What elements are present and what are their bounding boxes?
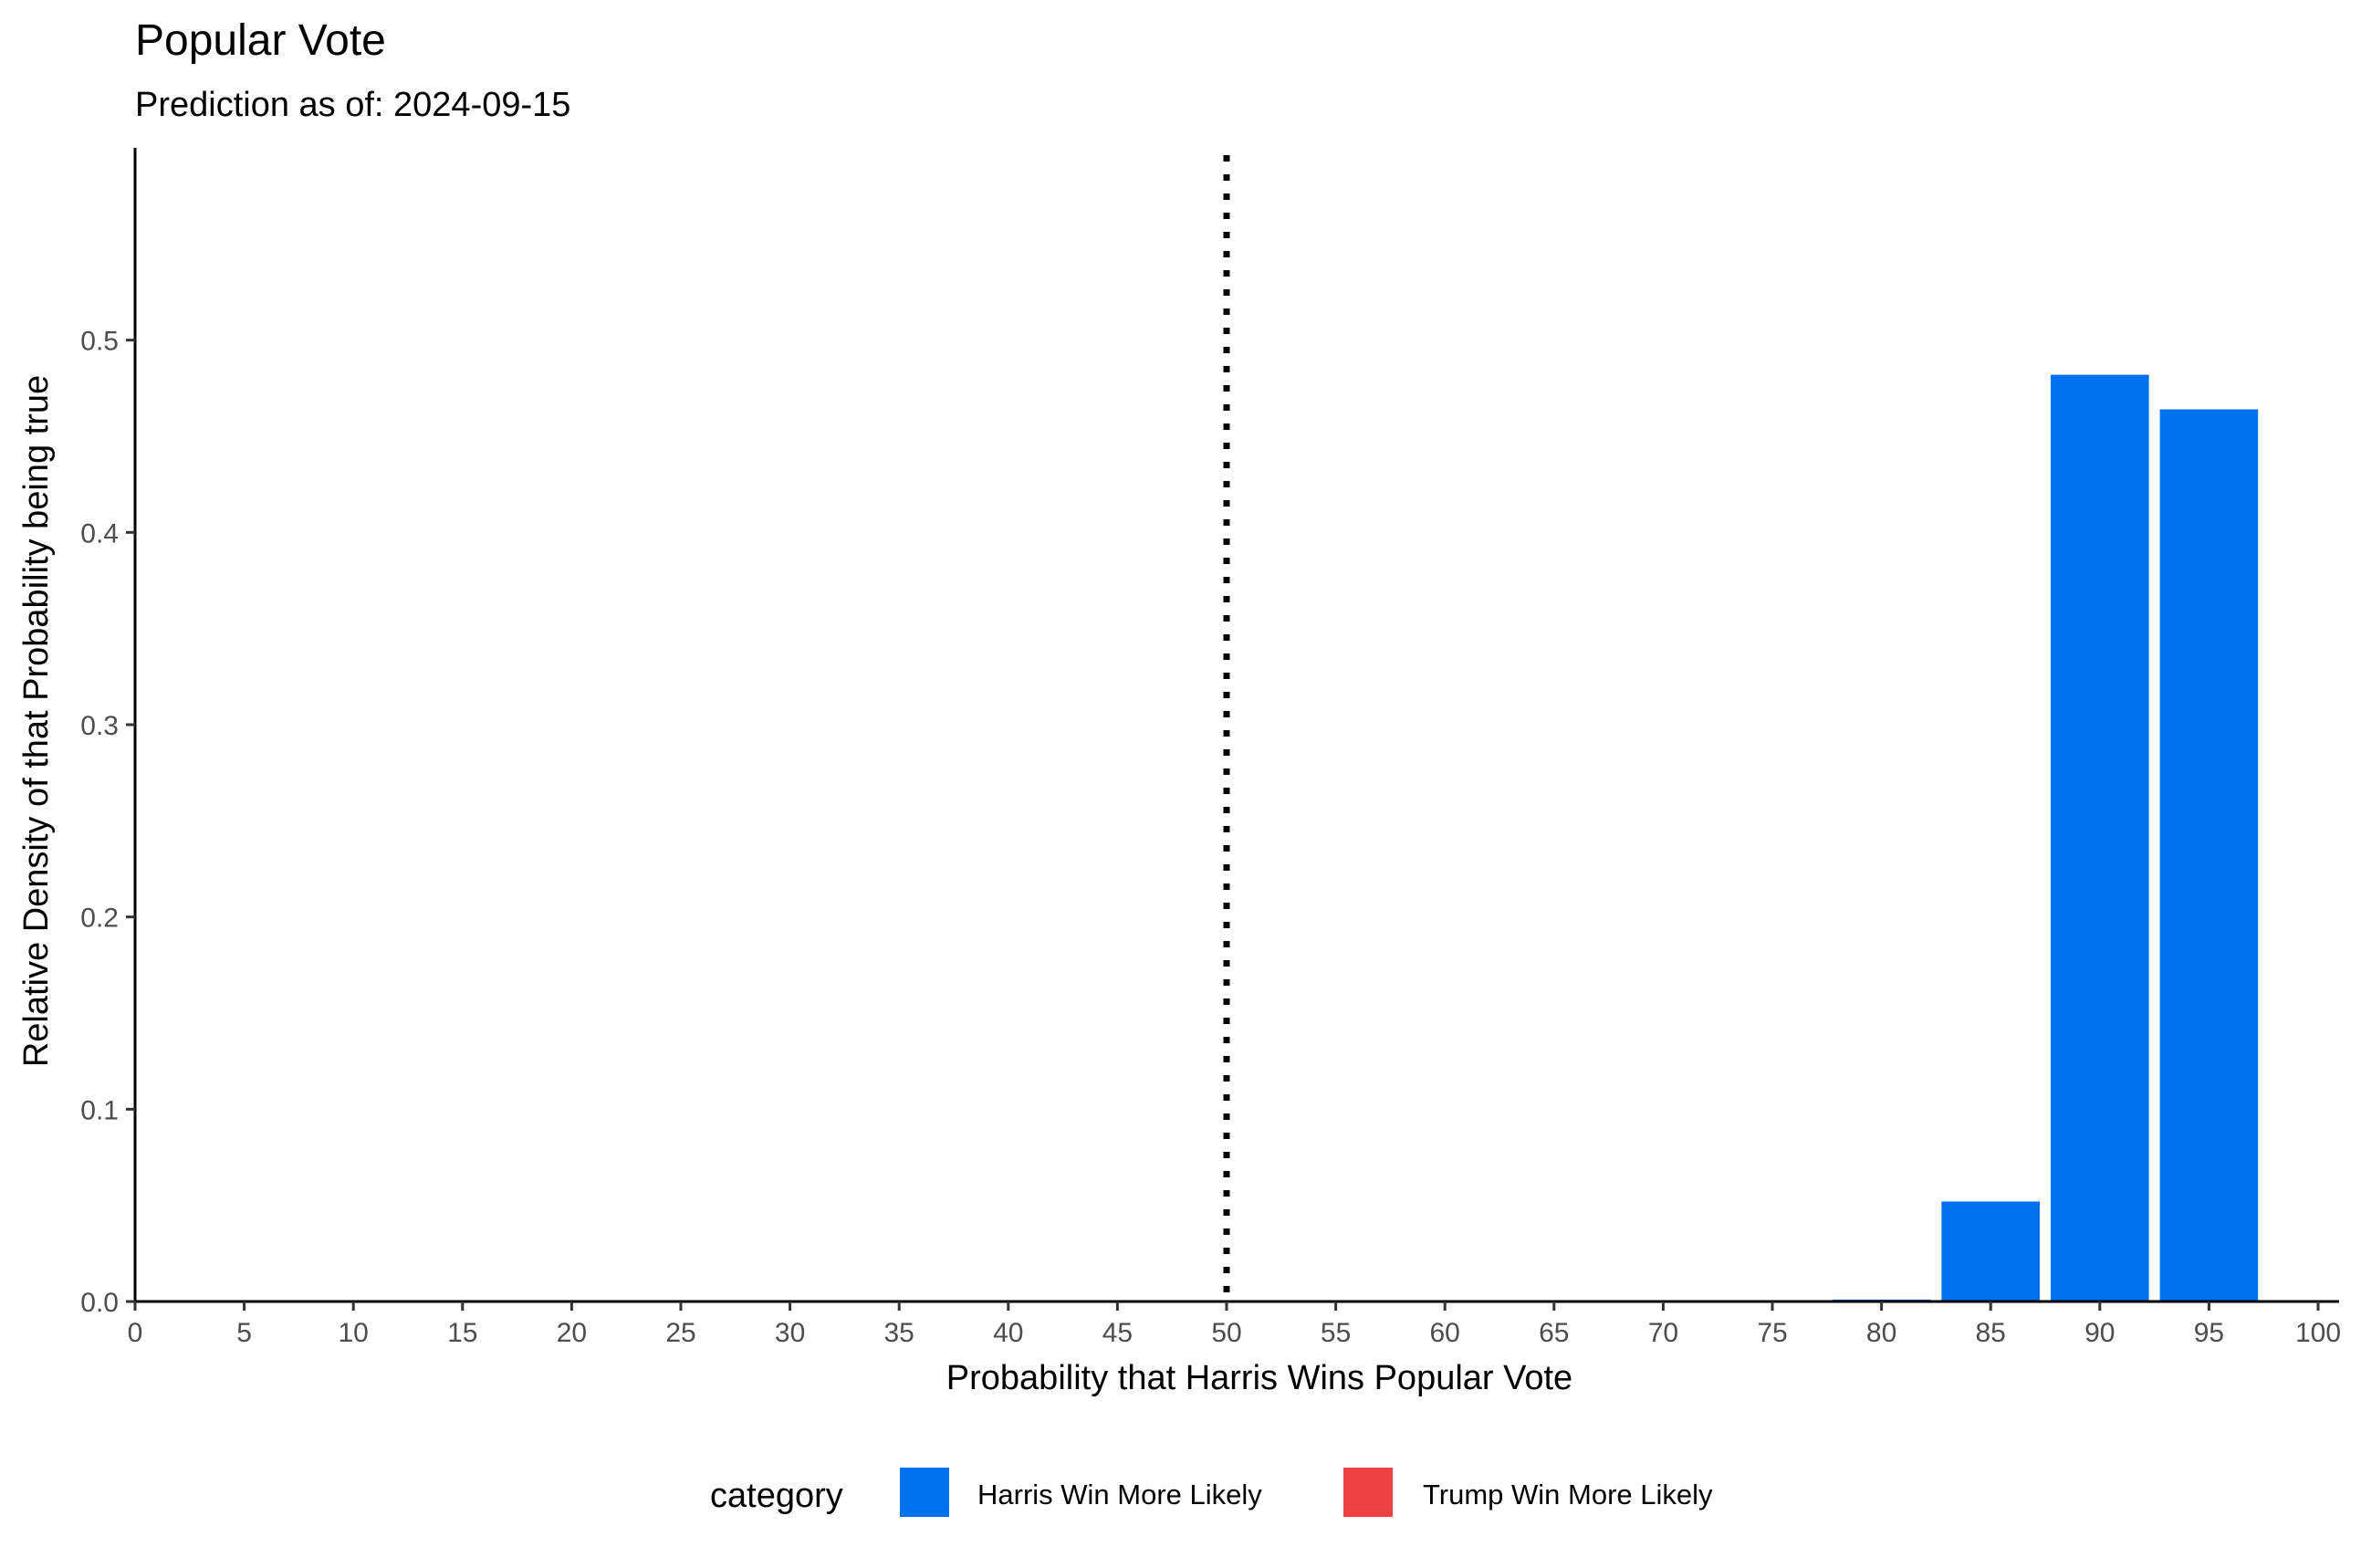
y-tick-label-0.5: 0.5	[80, 327, 119, 357]
x-tick-label-40: 40	[993, 1318, 1023, 1348]
x-tick-label-80: 80	[1866, 1318, 1896, 1348]
legend-title: category	[710, 1477, 843, 1515]
x-tick-label-70: 70	[1648, 1318, 1678, 1348]
x-tick-label-85: 85	[1976, 1318, 2006, 1348]
x-tick-label-35: 35	[884, 1318, 914, 1348]
y-tick-label-0.4: 0.4	[80, 518, 119, 549]
x-tick-label-90: 90	[2084, 1318, 2115, 1348]
x-axis-ticks: 0 5 10 15 20 25 30 35 40 45 50 55 60 65 70 75 80 85 90 95 10…	[128, 1301, 2341, 1348]
x-tick-label-20: 20	[557, 1318, 587, 1348]
x-tick-label-45: 45	[1102, 1318, 1133, 1348]
y-axis-label: Relative Density of that Probability bei…	[17, 375, 56, 1067]
x-tick-label-30: 30	[775, 1318, 805, 1348]
bars-group	[1832, 374, 2259, 1301]
x-tick-label-55: 55	[1321, 1318, 1351, 1348]
chart-title: Popular Vote	[135, 16, 386, 65]
bar-95	[2159, 409, 2259, 1301]
x-tick-label-15: 15	[447, 1318, 477, 1348]
x-axis-label: Probability that Harris Wins Popular Vot…	[946, 1359, 1572, 1397]
x-tick-label-60: 60	[1430, 1318, 1460, 1348]
legend-swatch-harris	[900, 1468, 949, 1517]
y-tick-label-0.1: 0.1	[80, 1095, 119, 1125]
legend: category Harris Win More Likely Trump Wi…	[710, 1468, 1713, 1517]
legend-label-harris: Harris Win More Likely	[977, 1479, 1262, 1511]
x-tick-label-50: 50	[1211, 1318, 1241, 1348]
x-tick-label-25: 25	[665, 1318, 695, 1348]
y-tick-label-0.2: 0.2	[80, 904, 119, 934]
bar-85	[1941, 1201, 2041, 1301]
chart-subtitle: Prediction as of: 2024-09-15	[135, 86, 570, 124]
y-tick-label-0.0: 0.0	[80, 1288, 119, 1318]
y-tick-label-0.3: 0.3	[80, 711, 119, 741]
x-tick-label-5: 5	[236, 1318, 252, 1348]
x-tick-label-0: 0	[128, 1318, 143, 1348]
bar-90	[2050, 374, 2149, 1301]
legend-label-trump: Trump Win More Likely	[1423, 1479, 1713, 1511]
y-axis-ticks: 0.0 0.1 0.2 0.3 0.4 0.5	[80, 327, 135, 1318]
x-tick-label-10: 10	[339, 1318, 369, 1348]
x-tick-label-65: 65	[1539, 1318, 1569, 1348]
legend-swatch-trump	[1343, 1468, 1393, 1517]
x-tick-label-75: 75	[1757, 1318, 1787, 1348]
x-tick-label-95: 95	[2194, 1318, 2224, 1348]
x-tick-label-100: 100	[2295, 1318, 2341, 1348]
